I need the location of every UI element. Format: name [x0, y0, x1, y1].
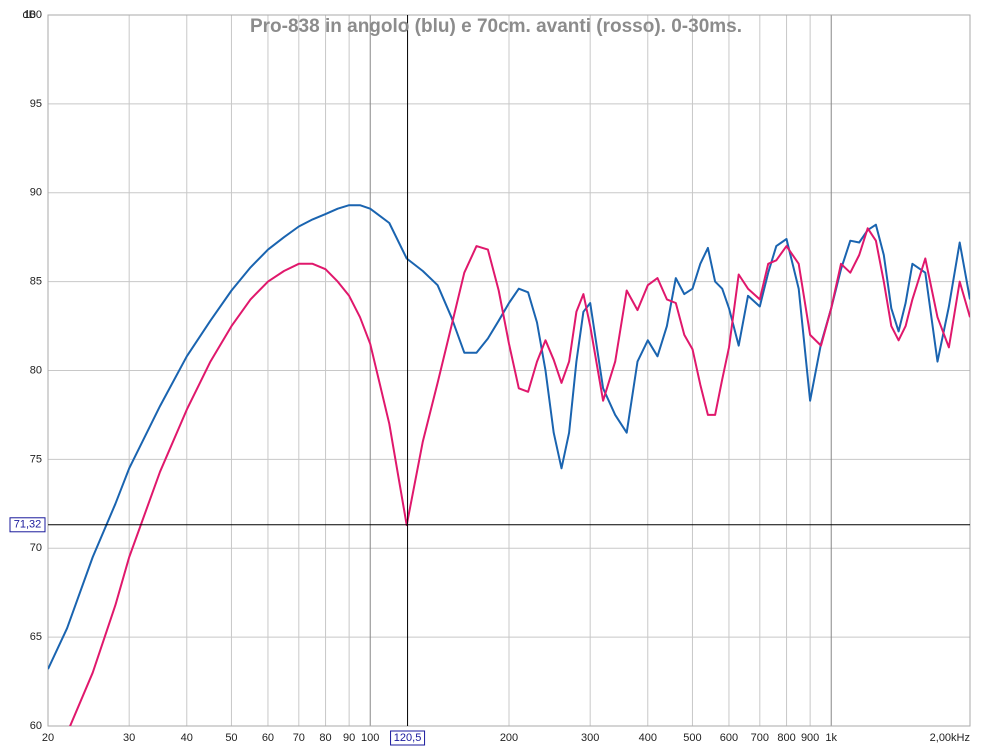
- x-tick-label: 700: [751, 732, 769, 744]
- cursor-box: [9, 517, 46, 533]
- x-tick-label: 1k: [825, 732, 837, 744]
- y-tick-label: 75: [30, 453, 42, 465]
- x-tick-label: 400: [639, 732, 657, 744]
- y-tick-label: 65: [30, 631, 42, 643]
- y-axis-label: dB: [23, 9, 36, 21]
- x-tick-label: 70: [293, 732, 305, 744]
- series-line: [48, 204, 970, 670]
- x-tick-label: 90: [343, 732, 355, 744]
- plot-frame: [47, 14, 971, 727]
- x-tick-label: 500: [683, 732, 701, 744]
- x-tick-label: 800: [777, 732, 795, 744]
- x-tick-label: 60: [262, 732, 274, 744]
- x-tick-label: 300: [581, 732, 599, 744]
- lines: [48, 204, 970, 726]
- x-tick-label: 80: [319, 732, 331, 744]
- labels: 60 65 70 75 80 85 90 95 100 20 30 40 50 60 70 80 90 100 20…: [9, 9, 970, 746]
- series-line: [69, 227, 970, 726]
- chart-title: Pro-838 in angolo (blu) e 70cm. avanti (…: [250, 16, 742, 37]
- x-tick-label: 40: [181, 732, 193, 744]
- x-tick-label: 50: [225, 732, 237, 744]
- x-tick-label: 30: [123, 732, 135, 744]
- y-tick-label: 95: [30, 98, 42, 110]
- cursor-box: [390, 730, 426, 746]
- x-tick-label: 200: [500, 732, 518, 744]
- x-tick-label: 2,00kHz: [930, 732, 970, 744]
- y-tick-label: 60: [30, 720, 42, 732]
- y-tick-label: 70: [30, 542, 42, 554]
- y-tick-label: 80: [30, 364, 42, 376]
- y-tick-label: 100: [24, 9, 42, 21]
- x-tick-label: 900: [801, 732, 819, 744]
- y-tick-label: 90: [30, 187, 42, 199]
- cursor-x-label: 120,5: [394, 732, 422, 744]
- cursor-y-label: 71,32: [14, 519, 42, 531]
- x-tick-label: 600: [720, 732, 738, 744]
- x-tick-label: 100: [361, 732, 379, 744]
- x-tick-label: 20: [42, 732, 54, 744]
- grid: [47, 14, 971, 727]
- y-tick-label: 85: [30, 276, 42, 288]
